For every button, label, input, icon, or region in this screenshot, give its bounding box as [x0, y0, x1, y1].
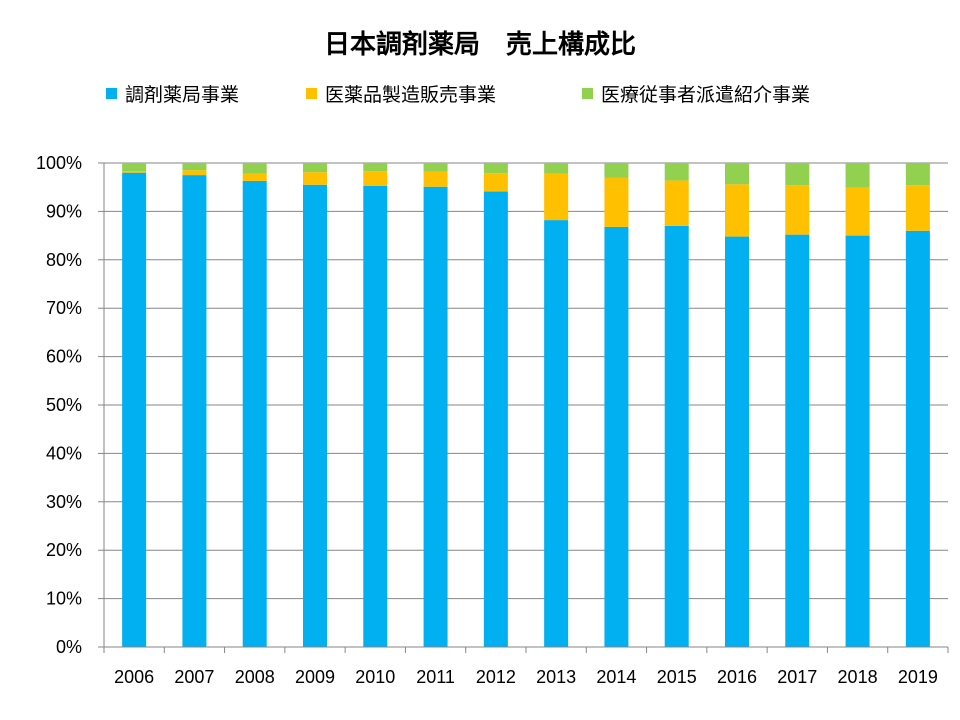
bar-segment-2006-s1 — [122, 171, 147, 173]
legend-swatch-staffing — [582, 87, 593, 99]
x-tick-label: 2015 — [657, 667, 697, 687]
bar-segment-2017-s2 — [785, 163, 810, 186]
y-tick-label: 90% — [46, 201, 82, 221]
legend-item-dispensing: 調剤薬局事業 — [106, 80, 239, 106]
bar-segment-2018-s1 — [845, 187, 870, 236]
legend-label-dispensing: 調剤薬局事業 — [125, 83, 240, 106]
bar-segment-2011-s0 — [423, 186, 448, 647]
y-tick-label: 0% — [56, 637, 82, 657]
bar-segment-2011-s2 — [423, 163, 448, 172]
bar-segment-2013-s1 — [544, 173, 569, 221]
bar-segment-2016-s1 — [725, 184, 749, 237]
x-tick-label: 2008 — [235, 667, 275, 687]
y-tick-label: 40% — [46, 443, 82, 463]
x-tick-label: 2014 — [596, 667, 636, 687]
y-tick-label: 70% — [46, 298, 82, 318]
legend-label-pharma-manufacturing: 医薬品製造販売事業 — [325, 83, 497, 106]
chart-title: 日本調剤薬局 売上構成比 — [323, 30, 636, 60]
bar-segment-2008-s2 — [242, 163, 267, 174]
bar-segment-2017-s1 — [785, 185, 810, 235]
bar-segment-2019-s0 — [905, 230, 930, 647]
bar-segment-2014-s0 — [604, 226, 629, 647]
legend-swatch-pharma-manufacturing — [306, 87, 317, 99]
x-tick-label: 2009 — [295, 667, 335, 687]
bar-segment-2015-s2 — [664, 163, 689, 181]
bar-segment-2007-s1 — [182, 170, 207, 176]
y-tick-label: 20% — [46, 540, 82, 560]
x-tick-label: 2007 — [174, 667, 214, 687]
x-tick-label: 2010 — [355, 667, 395, 687]
bar-segment-2012-s1 — [483, 173, 508, 192]
legend-item-pharma-manufacturing: 医薬品製造販売事業 — [306, 80, 496, 106]
bar-segment-2008-s0 — [242, 180, 267, 647]
bar-segment-2016-s0 — [725, 236, 749, 647]
bar-segment-2013-s2 — [544, 163, 569, 174]
bar-segment-2015-s0 — [664, 225, 689, 648]
x-tick-label: 2018 — [838, 667, 878, 687]
bar-segment-2010-s1 — [363, 171, 388, 186]
bar-segment-2018-s2 — [845, 163, 870, 188]
bar-segment-2009-s0 — [303, 184, 327, 647]
bar-segment-2009-s2 — [303, 163, 327, 173]
legend-swatch-dispensing — [106, 87, 117, 99]
bar-segment-2019-s1 — [905, 185, 930, 231]
bar-segment-2019-s2 — [905, 163, 930, 186]
bar-segment-2018-s0 — [845, 235, 870, 647]
bar-segment-2010-s0 — [363, 185, 388, 648]
x-tick-label: 2017 — [777, 667, 817, 687]
bar-segment-2015-s1 — [664, 180, 689, 226]
legend-label-staffing: 医療従事者派遣紹介事業 — [601, 83, 811, 106]
bar-segment-2011-s1 — [423, 171, 448, 187]
x-tick-label: 2012 — [476, 667, 516, 687]
bar-segment-2007-s2 — [182, 163, 207, 171]
y-tick-label: 80% — [46, 250, 82, 270]
bar-segment-2016-s2 — [725, 163, 749, 185]
bar-segment-2013-s0 — [544, 220, 569, 647]
bar-segment-2012-s0 — [483, 191, 508, 647]
bar-segment-2010-s2 — [363, 163, 388, 172]
y-tick-label: 100% — [36, 153, 82, 173]
bar-segment-2006-s0 — [122, 172, 147, 647]
bar-segment-2014-s1 — [604, 177, 629, 227]
x-tick-label: 2006 — [114, 667, 154, 687]
x-tick-label: 2019 — [898, 667, 938, 687]
bar-segment-2007-s0 — [182, 175, 207, 647]
legend-item-staffing: 医療従事者派遣紹介事業 — [582, 80, 810, 106]
y-tick-label: 10% — [46, 589, 82, 609]
x-tick-label: 2016 — [717, 667, 757, 687]
bar-segment-2012-s2 — [483, 163, 508, 174]
bar-segment-2014-s2 — [604, 163, 629, 178]
y-tick-label: 30% — [46, 492, 82, 512]
legend: 調剤薬局事業 医薬品製造販売事業 医療従事者派遣紹介事業 — [0, 80, 960, 106]
x-tick-label: 2011 — [416, 667, 455, 687]
x-tick-label: 2013 — [536, 667, 576, 687]
bar-segment-2006-s2 — [122, 163, 147, 172]
bar-segment-2009-s1 — [303, 172, 327, 185]
y-tick-label: 50% — [46, 395, 82, 415]
y-tick-label: 60% — [46, 347, 82, 367]
bar-segment-2017-s0 — [785, 234, 810, 647]
bar-segment-2008-s1 — [242, 173, 267, 181]
